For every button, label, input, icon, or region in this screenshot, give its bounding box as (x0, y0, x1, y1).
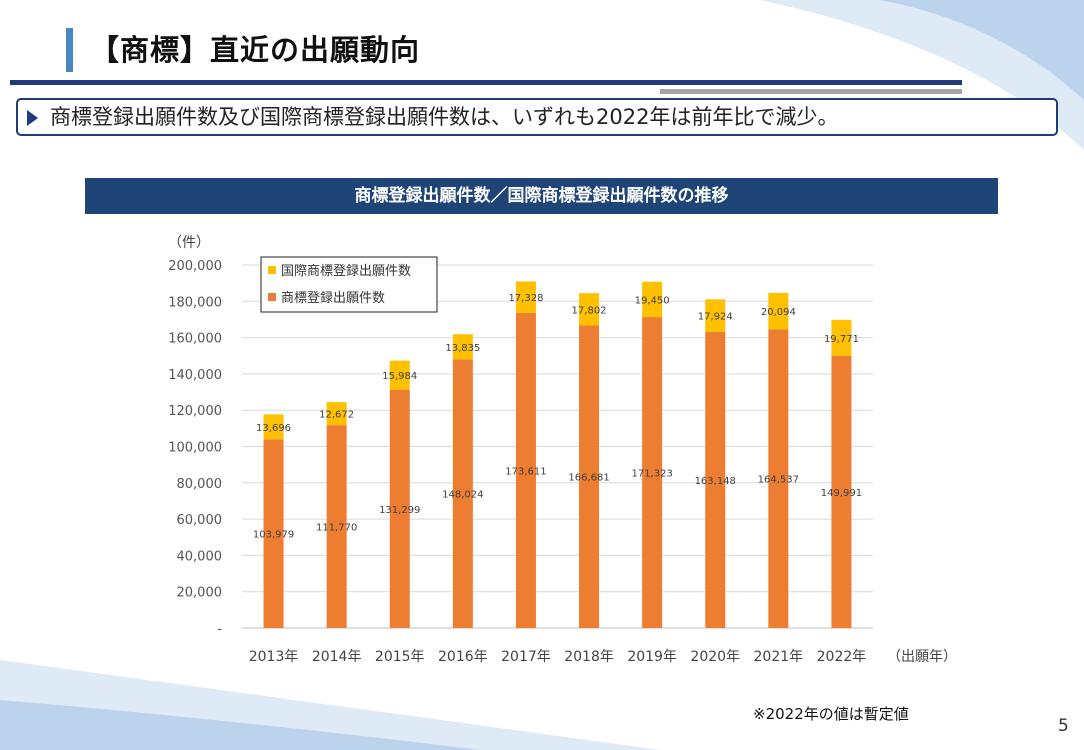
bar-international (326, 402, 347, 426)
data-label-international: 17,802 (572, 305, 607, 316)
x-tick-label: 2015年 (375, 649, 425, 665)
legend-swatch-domestic (268, 293, 276, 301)
x-tick-label: 2022年 (817, 649, 867, 665)
x-tick-label: 2013年 (249, 649, 299, 665)
y-tick-label: 120,000 (168, 404, 222, 419)
bar-domestic (705, 331, 726, 628)
legend-label-domestic: 商標登録出願件数 (281, 291, 385, 306)
y-tick-label: 180,000 (168, 295, 222, 310)
data-label-domestic: 166,681 (568, 473, 609, 484)
bar-international (389, 360, 410, 390)
page-number: 5 (1058, 716, 1069, 736)
triangle-bullet-icon (27, 110, 38, 126)
data-label-international: 17,924 (698, 312, 733, 323)
bar-international (452, 334, 473, 360)
bar-international (263, 414, 284, 440)
data-label-domestic: 163,148 (695, 476, 736, 487)
data-label-international: 19,450 (635, 295, 670, 306)
data-label-domestic: 148,024 (442, 490, 483, 501)
bar-domestic (579, 325, 600, 628)
bar-international (705, 299, 726, 332)
y-tick-label: - (217, 622, 222, 637)
bar-domestic (642, 317, 663, 628)
x-tick-label: 2020年 (690, 649, 740, 665)
y-tick-label: 160,000 (168, 332, 222, 347)
chart-title: 商標登録出願件数／国際商標登録出願件数の推移 (85, 178, 998, 214)
bar-domestic (768, 329, 789, 628)
bar-international (579, 293, 600, 326)
data-label-domestic: 103,979 (253, 530, 294, 541)
y-tick-label: 200,000 (168, 259, 222, 274)
bar-domestic (515, 312, 536, 628)
legend-box (260, 256, 438, 313)
title-accent-bar (66, 28, 73, 72)
bar-domestic (326, 425, 347, 628)
provisional-note: ※2022年の値は暫定値 (753, 705, 909, 723)
title-rule-blue (10, 80, 962, 85)
y-tick-label: 20,000 (177, 586, 223, 601)
data-label-international: 13,696 (256, 423, 291, 434)
y-tick-label: 40,000 (177, 549, 223, 564)
bar-international (831, 319, 852, 356)
summary-text: 商標登録出願件数及び国際商標登録出願件数は、いずれも2022年は前年比で減少。 (50, 105, 839, 129)
title-rule-gray (660, 89, 962, 94)
x-tick-label: 2016年 (438, 649, 488, 665)
bar-domestic (452, 359, 473, 628)
bar-international (642, 281, 663, 318)
data-label-international: 12,672 (319, 410, 354, 421)
y-tick-label: 80,000 (177, 477, 223, 492)
y-tick-label: 100,000 (168, 441, 222, 456)
x-tick-label: 2018年 (564, 649, 614, 665)
y-axis-title: （件） (168, 235, 210, 251)
page-title: 【商標】直近の出願動向 (90, 33, 421, 67)
data-label-domestic: 173,611 (505, 466, 546, 477)
x-tick-label: 2021年 (754, 649, 804, 665)
data-label-international: 20,094 (761, 307, 796, 318)
x-tick-label: 2017年 (501, 649, 551, 665)
data-label-domestic: 171,323 (631, 469, 672, 480)
bar-domestic (263, 439, 284, 628)
data-label-international: 17,328 (508, 293, 543, 304)
legend-swatch-international (268, 266, 276, 274)
bar-international (515, 281, 536, 313)
bar-domestic (389, 389, 410, 628)
data-label-domestic: 131,299 (379, 505, 420, 516)
y-tick-label: 140,000 (168, 368, 222, 383)
bar-international (768, 292, 789, 330)
x-tick-label: 2014年 (312, 649, 362, 665)
legend-label-international: 国際商標登録出願件数 (281, 264, 411, 279)
data-label-domestic: 111,770 (316, 523, 357, 534)
data-label-international: 13,835 (445, 343, 480, 354)
y-tick-label: 60,000 (177, 513, 223, 528)
data-label-international: 15,984 (382, 371, 417, 382)
x-tick-label: 2019年 (627, 649, 677, 665)
summary-box: 商標登録出願件数及び国際商標登録出願件数は、いずれも2022年は前年比で減少。 (16, 98, 1058, 136)
data-label-domestic: 149,991 (821, 488, 862, 499)
bar-domestic (831, 355, 852, 628)
data-label-domestic: 164,537 (758, 475, 799, 486)
x-axis-title: （出願年） (887, 649, 957, 665)
data-label-international: 19,771 (824, 334, 859, 345)
